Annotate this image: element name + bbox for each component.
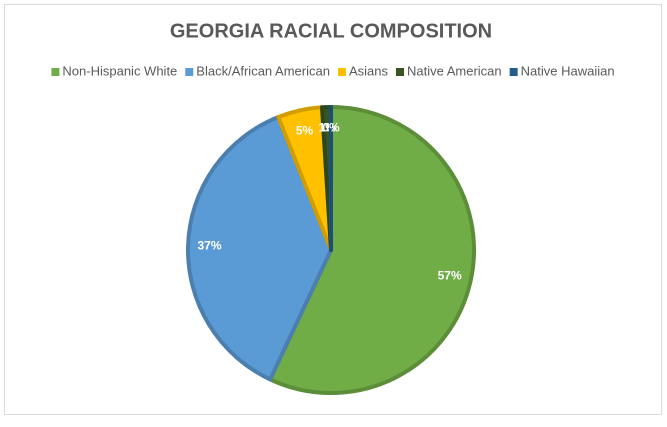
data-label: 5%	[296, 124, 314, 138]
legend-label: Native Hawaiian	[521, 63, 615, 78]
legend-label: Native American	[407, 63, 502, 78]
legend-item: Native Hawaiian	[509, 63, 615, 78]
data-label: 57%	[438, 269, 462, 283]
chart-title: GEORGIA RACIAL COMPOSITION	[170, 20, 492, 42]
pie-slice	[186, 115, 333, 382]
legend: Non-Hispanic White Black/African American…	[51, 63, 615, 78]
legend-swatch	[185, 68, 194, 76]
pie-slice	[268, 105, 476, 395]
legend-swatch	[395, 68, 404, 76]
data-label: 0%	[322, 121, 340, 135]
legend-item: Non-Hispanic White	[51, 63, 177, 78]
data-label: 37%	[197, 238, 221, 252]
legend-label: Non-Hispanic White	[62, 63, 177, 78]
legend-label: Asians	[349, 63, 389, 78]
legend-swatch	[51, 68, 60, 76]
pie: 57%37%5% 1%0%	[186, 105, 476, 395]
legend-item: Native American	[395, 63, 502, 78]
legend-item: Asians	[337, 63, 389, 78]
legend-swatch	[509, 68, 518, 76]
legend-label: Black/African American	[196, 63, 330, 78]
legend-item: Black/African American	[185, 63, 330, 78]
legend-swatch	[337, 68, 346, 76]
